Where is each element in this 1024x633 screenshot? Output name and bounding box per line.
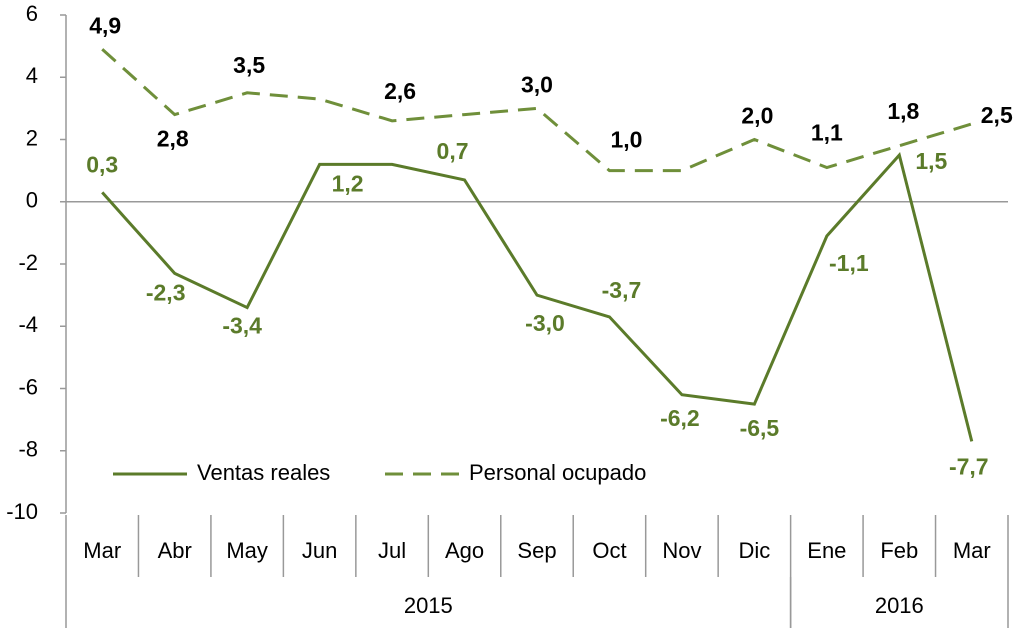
- x-tick-label: Ene: [807, 538, 846, 563]
- x-tick-label: Dic: [738, 538, 770, 563]
- legend-label: Personal ocupado: [469, 460, 646, 485]
- year-label: 2015: [404, 593, 453, 618]
- value-label: 0,3: [86, 151, 118, 177]
- y-tick-label: 2: [26, 125, 38, 150]
- value-label: 3,5: [233, 52, 265, 78]
- value-label: -3,4: [222, 313, 262, 339]
- y-tick-label: 0: [26, 188, 38, 213]
- x-tick-label: May: [226, 538, 268, 563]
- x-tick-label: Mar: [953, 538, 991, 563]
- value-label: -2,3: [146, 279, 186, 305]
- series-line: [101, 151, 974, 442]
- x-tick-label: Jul: [378, 538, 406, 563]
- value-label: -1,1: [829, 250, 869, 276]
- value-label: 1,8: [887, 98, 919, 124]
- y-tick-label: -2: [18, 250, 38, 275]
- y-tick-label: 6: [26, 1, 38, 26]
- y-tick-label: -8: [18, 437, 38, 462]
- x-tick-label: Feb: [880, 538, 918, 563]
- y-tick-label: -10: [6, 499, 38, 524]
- value-label: 0,7: [437, 138, 469, 164]
- value-label: 2,5: [981, 102, 1013, 128]
- value-label: -6,2: [660, 405, 700, 431]
- series-line: [101, 48, 973, 173]
- value-label: 2,0: [741, 103, 773, 129]
- x-tick-label: Nov: [662, 538, 701, 563]
- y-tick-label: -4: [18, 312, 38, 337]
- value-label: 2,6: [384, 78, 416, 104]
- value-label: 2,8: [157, 126, 189, 152]
- value-label: 1,2: [332, 170, 364, 196]
- value-label: 4,9: [89, 12, 121, 38]
- y-tick-label: 4: [26, 63, 38, 88]
- x-tick-label: Oct: [592, 538, 626, 563]
- x-tick-label: Abr: [158, 538, 192, 563]
- x-tick-label: Ago: [445, 538, 484, 563]
- value-label: 3,0: [521, 71, 553, 97]
- value-label: 1,1: [811, 120, 843, 146]
- value-label: -3,0: [525, 310, 565, 336]
- value-label: 1,0: [610, 127, 642, 153]
- value-label: 1,5: [915, 148, 947, 174]
- value-label: -7,7: [949, 453, 989, 479]
- value-label: -3,7: [602, 277, 642, 303]
- legend-label: Ventas reales: [197, 460, 330, 485]
- x-tick-label: Jun: [302, 538, 337, 563]
- x-tick-label: Sep: [517, 538, 556, 563]
- x-tick-label: Mar: [83, 538, 121, 563]
- year-label: 2016: [875, 593, 924, 618]
- y-tick-label: -6: [18, 374, 38, 399]
- value-label: -6,5: [740, 415, 780, 441]
